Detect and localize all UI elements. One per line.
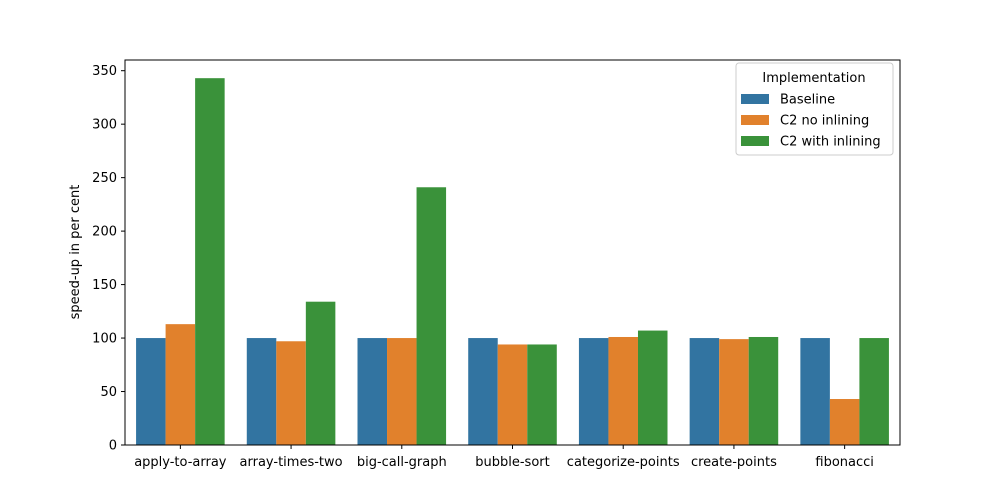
legend-label: Baseline (780, 93, 835, 108)
bar-apply-to-array-c2-no-inlining (165, 324, 196, 445)
x-tick-label: big-call-graph (357, 455, 447, 470)
y-tick-label: 200 (92, 225, 117, 240)
x-tick-label: apply-to-array (134, 455, 227, 470)
bar-categorize-points-baseline (578, 338, 609, 445)
y-tick-label: 100 (92, 332, 117, 347)
bar-categorize-points-c2-no-inlining (608, 336, 638, 445)
bar-big-call-graph-c2-with-inlining (416, 187, 447, 445)
bar-create-points-baseline (689, 338, 720, 445)
y-axis: 0 50 100 150 200 250 300 350 (92, 64, 125, 454)
plot-frame (124, 59, 901, 446)
bar-create-points-c2-no-inlining (719, 339, 749, 445)
x-tick-label: bubble-sort (475, 455, 549, 470)
bar-create-points-c2-with-inlining (748, 336, 779, 445)
y-tick-label: 150 (92, 278, 117, 293)
legend-box (735, 62, 894, 156)
bar-fibonacci-baseline (800, 338, 830, 445)
bar-apply-to-array-c2-with-inlining (195, 78, 225, 446)
x-tick-label: array-times-two (240, 455, 343, 470)
bar-bubble-sort-baseline (468, 338, 498, 445)
x-tick-label: create-points (691, 455, 777, 470)
bar-big-call-graph-c2-no-inlining (387, 338, 417, 445)
bar-array-times-two-c2-with-inlining (305, 301, 336, 445)
legend-label: C2 with inlining (780, 135, 881, 150)
bar-fibonacci-c2-with-inlining (859, 338, 889, 445)
bar-array-times-two-c2-no-inlining (276, 341, 306, 445)
y-axis-label: speed-up in per cent (68, 185, 83, 320)
y-tick-label: 350 (92, 64, 117, 79)
legend-title: Implementation (762, 71, 865, 86)
bar-bubble-sort-c2-with-inlining (527, 344, 557, 445)
y-tick-label: 0 (109, 439, 117, 454)
bar-fibonacci-c2-no-inlining (829, 399, 860, 445)
y-tick-label: 250 (92, 171, 117, 186)
bar-big-call-graph-baseline (357, 338, 388, 445)
legend-label: C2 no inlining (780, 114, 869, 129)
x-axis: apply-to-array array-times-two big-call-gr… (134, 445, 874, 470)
bar-categorize-points-c2-with-inlining (637, 330, 668, 445)
legend: Implementation Baseline C2 no inlining C2 … (735, 62, 894, 156)
bars-group (136, 78, 889, 446)
legend-swatch (741, 115, 769, 125)
x-tick-label: fibonacci (815, 455, 874, 470)
y-tick-label: 300 (92, 118, 117, 133)
legend-swatch (741, 94, 769, 104)
bar-bubble-sort-c2-no-inlining (497, 344, 528, 445)
bar-array-times-two-baseline (246, 338, 277, 445)
x-tick-label: categorize-points (567, 455, 680, 470)
legend-swatch (741, 136, 769, 146)
y-tick-label: 50 (100, 385, 117, 400)
bar-apply-to-array-baseline (136, 338, 166, 445)
